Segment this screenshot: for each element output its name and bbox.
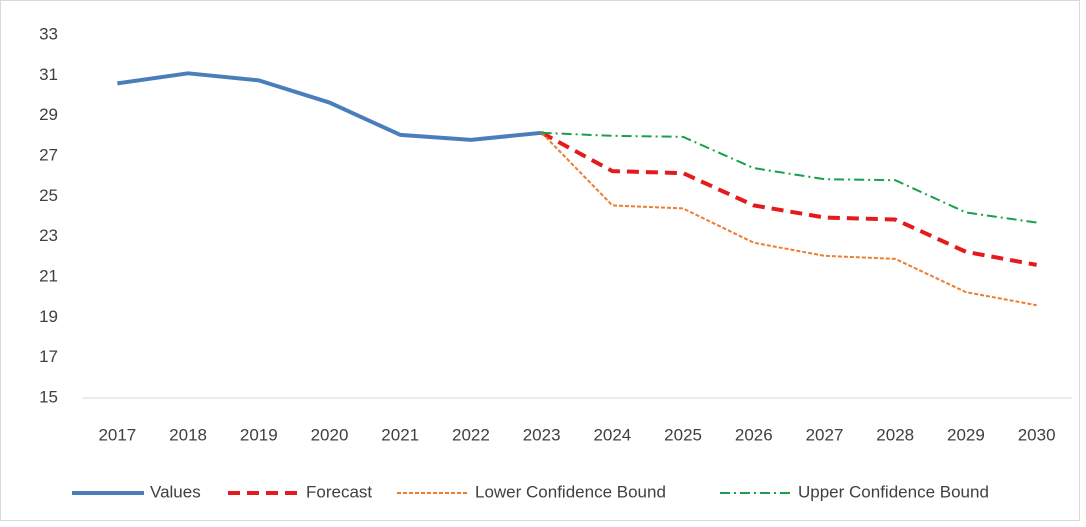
y-tick-label: 23 xyxy=(39,226,58,245)
legend-label: Values xyxy=(150,482,201,501)
series-line xyxy=(540,132,1037,307)
y-tick-label: 25 xyxy=(39,186,58,205)
x-tick-label: 2030 xyxy=(1018,425,1056,444)
y-tick-label: 17 xyxy=(39,347,58,366)
y-tick-label: 29 xyxy=(39,105,58,124)
x-tick-label: 2021 xyxy=(381,425,419,444)
x-tick-label: 2023 xyxy=(523,425,561,444)
x-tick-label: 2017 xyxy=(98,425,136,444)
y-tick-label: 33 xyxy=(39,24,58,43)
legend-label: Upper Confidence Bound xyxy=(798,482,989,501)
x-tick-label: 2027 xyxy=(806,425,844,444)
x-tick-label: 2028 xyxy=(876,425,914,444)
x-tick-label: 2029 xyxy=(947,425,985,444)
legend-label: Lower Confidence Bound xyxy=(475,482,666,501)
x-tick-label: 2025 xyxy=(664,425,702,444)
x-tick-label: 2024 xyxy=(593,425,631,444)
series-line xyxy=(117,71,542,142)
x-tick-label: 2018 xyxy=(169,425,207,444)
y-tick-label: 19 xyxy=(39,307,58,326)
legend-label: Forecast xyxy=(306,482,372,501)
series-line xyxy=(541,131,1037,224)
x-tick-label: 2022 xyxy=(452,425,490,444)
y-tick-label: 21 xyxy=(39,266,58,285)
x-tick-label: 2019 xyxy=(240,425,278,444)
x-tick-label: 2026 xyxy=(735,425,773,444)
y-tick-label: 15 xyxy=(39,387,58,406)
y-tick-label: 27 xyxy=(39,145,58,164)
y-tick-label: 31 xyxy=(39,65,58,84)
x-tick-label: 2020 xyxy=(311,425,349,444)
